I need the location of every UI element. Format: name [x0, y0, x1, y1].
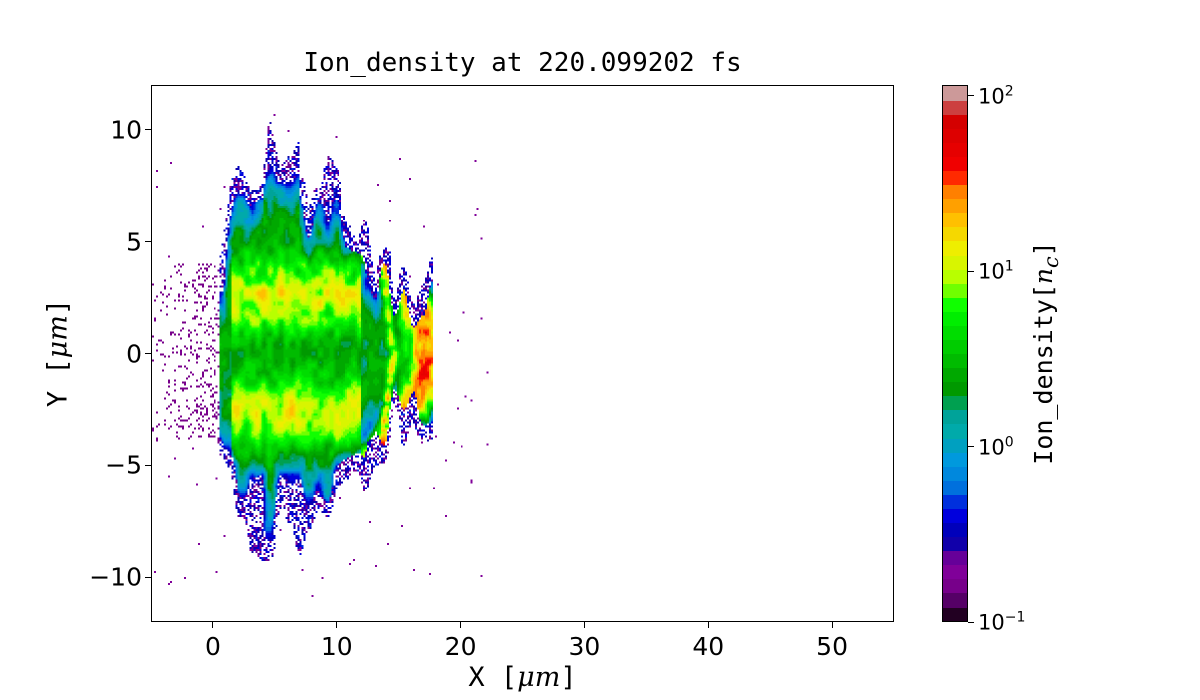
- y-tick-label: −10: [89, 562, 142, 592]
- colorbar-level: [943, 128, 967, 143]
- colorbar-level: [943, 353, 967, 369]
- plot-area: [151, 85, 894, 622]
- colorbar-level: [943, 283, 967, 298]
- x-tick-label: 20: [444, 632, 477, 661]
- tick-base: 10: [978, 610, 1005, 635]
- y-label-text: Y: [42, 374, 74, 408]
- colorbar-label-end: ]: [1029, 241, 1058, 257]
- colorbar-label-text: Ion_density[: [1029, 284, 1058, 465]
- y-tick-mark: [145, 576, 151, 578]
- colorbar-tick-mark: [968, 95, 974, 97]
- y-tick-label: 5: [126, 227, 142, 257]
- colorbar-level: [943, 564, 967, 580]
- x-tick-mark: [212, 622, 214, 628]
- colorbar-level: [943, 522, 967, 538]
- colorbar-label-sub: c: [1039, 256, 1063, 268]
- x-tick-label: 50: [816, 632, 848, 661]
- x-axis-label: X [μm]: [468, 662, 577, 693]
- x-tick-mark: [336, 622, 338, 628]
- x-tick-label: 40: [692, 632, 725, 661]
- colorbar-tick-mark: [968, 270, 974, 272]
- colorbar-tick-label: 102: [978, 83, 1014, 108]
- colorbar-level: [943, 578, 967, 594]
- y-tick-label: −5: [105, 450, 142, 480]
- colorbar-level: [943, 466, 967, 481]
- tick-base: 10: [978, 435, 1005, 460]
- colorbar-tick-label: 10−1: [978, 610, 1025, 635]
- colorbar-level: [943, 339, 967, 355]
- colorbar-level: [943, 592, 967, 608]
- colorbar-level: [943, 325, 967, 340]
- colorbar-level: [943, 437, 967, 453]
- y-tick-mark: [145, 353, 151, 354]
- colorbar-level: [943, 100, 967, 115]
- y-tick-mark: [145, 241, 151, 243]
- y-tick-mark: [145, 464, 151, 466]
- colorbar-level: [943, 212, 967, 228]
- colorbar-label-unit: n: [1029, 268, 1058, 285]
- x-label-text: X: [468, 662, 501, 693]
- colorbar-level: [943, 226, 967, 242]
- y-tick-label: 0: [126, 339, 142, 368]
- colorbar-level: [943, 550, 967, 566]
- x-tick-label: 0: [204, 632, 221, 661]
- tick-exponent: 2: [1004, 83, 1014, 100]
- y-tick-label: 10: [110, 115, 142, 145]
- colorbar-level: [943, 114, 967, 129]
- x-tick-mark: [460, 622, 462, 628]
- heatmap: [152, 86, 893, 621]
- colorbar-level: [943, 452, 967, 467]
- colorbar-level: [943, 269, 967, 284]
- colorbar-tick-label: 100: [978, 434, 1014, 459]
- colorbar-level: [943, 494, 967, 509]
- colorbar-level: [943, 508, 967, 524]
- colorbar-level: [943, 170, 967, 186]
- colorbar-level: [943, 395, 967, 411]
- colorbar-tick-label: 101: [978, 259, 1014, 284]
- colorbar-level: [943, 606, 967, 621]
- colorbar-level: [943, 198, 967, 214]
- x-tick-label: 30: [568, 632, 601, 661]
- x-tick-label: 10: [320, 632, 353, 661]
- x-label-unit: μm: [517, 662, 561, 693]
- colorbar-level: [943, 86, 967, 101]
- colorbar-level: [943, 156, 967, 172]
- colorbar-level: [943, 254, 967, 270]
- x-tick-mark: [707, 622, 709, 628]
- x-tick-mark: [831, 622, 833, 628]
- colorbar-level: [943, 184, 967, 200]
- colorbar-level: [943, 311, 967, 326]
- chart-title: Ion_density at 220.099202 fs: [303, 48, 742, 78]
- y-tick-mark: [145, 129, 151, 131]
- colorbar-label: Ion_density[nc]: [1029, 241, 1063, 464]
- colorbar-tick-mark: [968, 621, 974, 623]
- colorbar-level: [943, 423, 967, 439]
- colorbar-level: [943, 367, 967, 383]
- colorbar-level: [943, 480, 967, 495]
- colorbar-level: [943, 142, 967, 157]
- colorbar: [942, 85, 968, 622]
- colorbar-tick-mark: [968, 446, 974, 448]
- colorbar-level: [943, 409, 967, 425]
- tick-base: 10: [978, 84, 1005, 109]
- x-tick-mark: [583, 622, 585, 628]
- colorbar-level: [943, 381, 967, 397]
- colorbar-level: [943, 297, 967, 312]
- tick-exponent: 0: [1004, 434, 1014, 451]
- colorbar-level: [943, 536, 967, 552]
- colorbar-level: [943, 240, 967, 256]
- tick-exponent: −1: [1004, 609, 1026, 626]
- tick-base: 10: [978, 259, 1005, 284]
- tick-exponent: 1: [1004, 258, 1014, 275]
